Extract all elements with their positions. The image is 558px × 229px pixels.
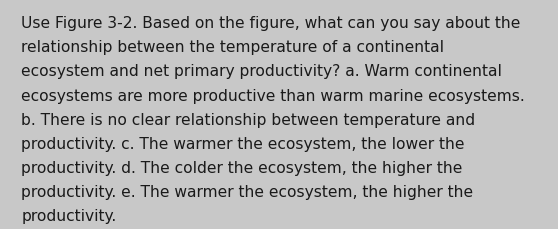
Text: productivity.: productivity.	[21, 208, 117, 223]
Text: ecosystems are more productive than warm marine ecosystems.: ecosystems are more productive than warm…	[21, 88, 525, 103]
Text: b. There is no clear relationship between temperature and: b. There is no clear relationship betwee…	[21, 112, 475, 127]
Text: Use Figure 3-2. Based on the figure, what can you say about the: Use Figure 3-2. Based on the figure, wha…	[21, 16, 521, 31]
Text: productivity. d. The colder the ecosystem, the higher the: productivity. d. The colder the ecosyste…	[21, 160, 463, 175]
Text: productivity. c. The warmer the ecosystem, the lower the: productivity. c. The warmer the ecosyste…	[21, 136, 465, 151]
Text: ecosystem and net primary productivity? a. Warm continental: ecosystem and net primary productivity? …	[21, 64, 502, 79]
Text: productivity. e. The warmer the ecosystem, the higher the: productivity. e. The warmer the ecosyste…	[21, 184, 473, 199]
Text: relationship between the temperature of a continental: relationship between the temperature of …	[21, 40, 444, 55]
